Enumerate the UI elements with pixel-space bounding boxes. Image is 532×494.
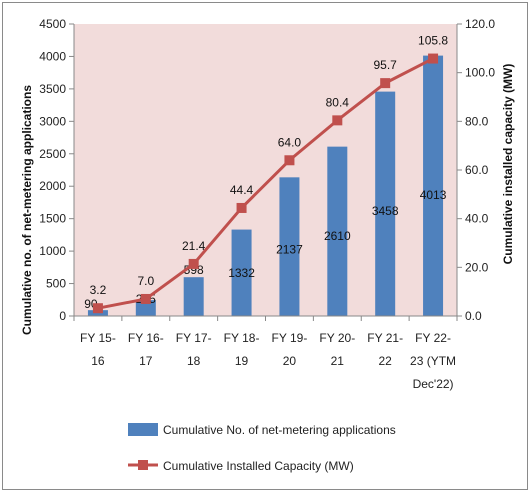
line-marker	[428, 53, 439, 64]
left-axis: 0 500 1000 1500 2000 2500 3000 3500 4000 4500	[39, 17, 75, 323]
x-tick-label: FY 19- 20	[272, 331, 308, 368]
bar-data-label: 4013	[420, 188, 447, 202]
left-tick-label: 3000	[39, 114, 66, 128]
legend-bar-label: Cumulative No. of net-metering applicati…	[163, 423, 396, 437]
line-data-label: 80.4	[326, 95, 350, 109]
right-tick-label: 40.0	[465, 212, 489, 226]
right-tick-label: 80.0	[465, 114, 489, 128]
bar	[183, 277, 204, 316]
line-marker	[92, 303, 103, 314]
x-tick-label-line: 18	[187, 354, 201, 368]
legend-line-label: Cumulative Installed Capacity (MW)	[163, 459, 354, 473]
x-tick-label-line: FY 17-	[176, 331, 212, 345]
bar-data-label: 3458	[372, 204, 399, 218]
x-tick-label-line: FY 18-	[224, 331, 260, 345]
series-line	[97, 57, 434, 310]
x-tick-label-line: 19	[235, 354, 249, 368]
left-tick-label: 0	[59, 309, 66, 323]
x-tick-label-line: FY 16-	[128, 331, 164, 345]
left-tick-label: 2500	[39, 147, 66, 161]
line-data-label: 44.4	[230, 183, 254, 197]
bar-series: 9024559813322137261034584013	[84, 55, 447, 316]
x-tick-label-line: 23 (YTM	[410, 354, 456, 368]
line-marker	[380, 78, 391, 89]
bar	[327, 146, 348, 316]
left-tick-label: 1500	[39, 212, 66, 226]
x-tick-label: FY 18- 19	[224, 331, 260, 368]
line-series: 3.2 7.0 21.4 44.4 64.0 80.4 95.7 105.8	[90, 34, 448, 314]
x-tick-label-line: 21	[331, 354, 345, 368]
right-tick-label: 0.0	[465, 309, 482, 323]
bar	[423, 55, 444, 316]
x-tick-label-line: 16	[91, 354, 105, 368]
line-marker	[332, 115, 343, 126]
x-tick-label-line: 17	[139, 354, 153, 368]
line-marker	[284, 155, 295, 166]
line-data-label: 21.4	[182, 239, 206, 253]
legend-bar-swatch	[128, 423, 158, 436]
bar	[279, 177, 300, 316]
x-axis: FY 15- 16 FY 16- 17 FY 17- 18 FY 18- 19 FY 19- 20…	[73, 315, 458, 391]
legend: Cumulative No. of net-metering applicati…	[128, 423, 396, 473]
x-tick-label-line: FY 21-	[367, 331, 403, 345]
left-tick-label: 4500	[39, 17, 66, 31]
bar-data-label: 2610	[324, 229, 351, 243]
line-data-label: 95.7	[374, 58, 398, 72]
plot-area	[74, 24, 457, 316]
line-data-label: 3.2	[90, 283, 107, 297]
x-tick-label: FY 17- 18	[176, 331, 212, 368]
left-tick-label: 1000	[39, 244, 66, 258]
x-tick-label-line: Dec'22)	[413, 377, 454, 391]
right-tick-label: 20.0	[465, 260, 489, 274]
right-tick-label: 60.0	[465, 163, 489, 177]
left-tick-label: 500	[46, 277, 66, 291]
x-tick-label-line: FY 19-	[272, 331, 308, 345]
bar-data-label: 1332	[228, 266, 255, 280]
left-axis-title: Cumulative no. of net-metering applicati…	[20, 85, 34, 335]
legend-line-marker	[138, 460, 148, 470]
line-data-label: 64.0	[278, 135, 302, 149]
line-marker	[236, 202, 247, 213]
bar	[375, 91, 396, 316]
line-data-label: 7.0	[137, 274, 154, 288]
line-data-label: 105.8	[418, 34, 448, 48]
x-tick-label: FY 16- 17	[128, 331, 164, 368]
x-tick-label-line: FY 22-	[415, 331, 451, 345]
x-tick-label-line: FY 15-	[80, 331, 116, 345]
right-tick-label: 120.0	[465, 17, 495, 31]
x-tick-label: FY 21- 22	[367, 331, 403, 368]
x-tick-label: FY 22- 23 (YTM Dec'22)	[410, 331, 456, 391]
line-marker	[188, 258, 199, 269]
left-tick-label: 4000	[39, 49, 66, 63]
x-tick-label-line: 22	[379, 354, 393, 368]
left-tick-label: 3500	[39, 82, 66, 96]
left-tick-label: 2000	[39, 179, 66, 193]
bar-data-label: 2137	[276, 243, 303, 257]
right-tick-label: 100.0	[465, 66, 495, 80]
bar	[231, 229, 252, 316]
line-marker	[140, 293, 151, 304]
x-tick-label: FY 15- 16	[80, 331, 116, 368]
x-tick-label: FY 20- 21	[319, 331, 355, 368]
right-axis-title: Cumulative installed capacity (MW)	[501, 64, 515, 265]
bar	[135, 300, 156, 316]
x-tick-label-line: FY 20-	[319, 331, 355, 345]
x-tick-label-line: 20	[283, 354, 297, 368]
right-axis: 0.0 20.0 40.0 60.0 80.0 100.0 120.0	[456, 17, 495, 323]
